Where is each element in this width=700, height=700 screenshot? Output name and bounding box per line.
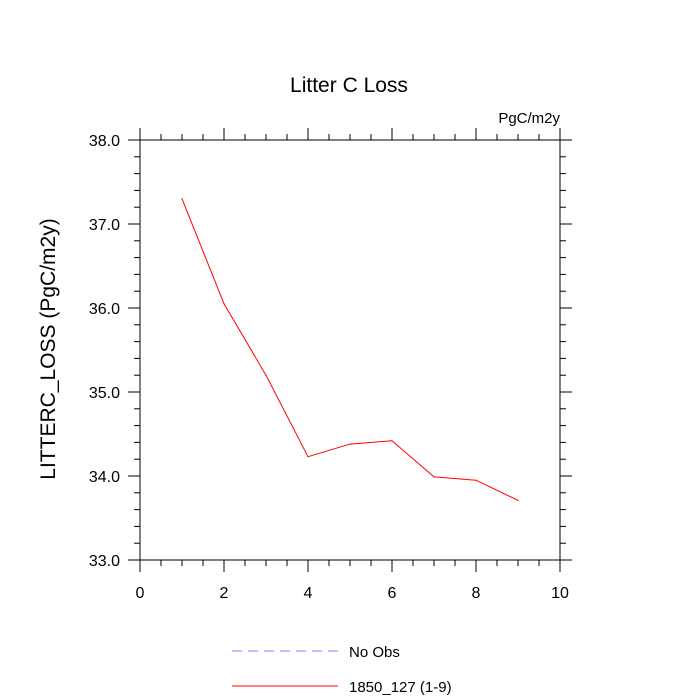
series-point (517, 499, 519, 501)
series-point (265, 374, 267, 376)
series-point (349, 443, 351, 445)
legend-label: 1850_127 (1-9) (349, 679, 452, 696)
x-tick-label: 0 (136, 585, 145, 602)
series-point (433, 476, 435, 478)
y-tick-label: 36.0 (89, 301, 120, 318)
series-point (181, 198, 183, 200)
series-point (307, 456, 309, 458)
y-tick-label: 33.0 (89, 553, 120, 570)
x-tick-label: 6 (388, 585, 397, 602)
series-point (223, 303, 225, 305)
chart-title: Litter C Loss (290, 74, 408, 97)
series-point (475, 479, 477, 481)
y-tick-label: 34.0 (89, 469, 120, 486)
series-layer (181, 198, 519, 501)
plot-frame (139, 139, 561, 561)
x-tick-label: 4 (304, 585, 313, 602)
y-tick-label: 38.0 (89, 133, 120, 150)
series-point (391, 440, 393, 442)
axis-ticks: 0 2 4 6 8 10 33.0 34.0 35.0 36.0 37.0 38.0 (89, 128, 572, 602)
y-tick-label: 35.0 (89, 385, 120, 402)
x-tick-label: 2 (220, 585, 229, 602)
y-axis-label: LITTERC_LOSS (PgC/m2y) (37, 218, 60, 479)
units-label: PgC/m2y (498, 110, 560, 127)
x-tick-label: 8 (472, 585, 481, 602)
series-line (181, 198, 519, 501)
x-tick-label: 10 (551, 585, 569, 602)
legend-label: No Obs (349, 644, 400, 661)
legend: No Obs 1850_127 (1-9) (232, 644, 452, 696)
y-tick-label: 37.0 (89, 217, 120, 234)
